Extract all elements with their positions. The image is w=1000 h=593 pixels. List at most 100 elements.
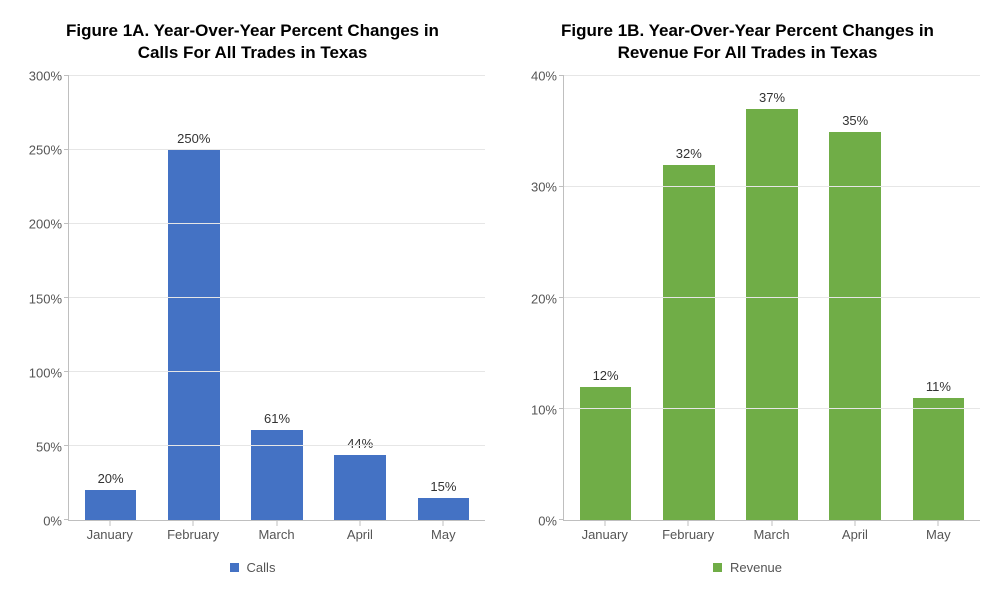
chart-a-x-tick-text: April <box>347 527 373 542</box>
chart-b-x-tick-text: January <box>582 527 628 542</box>
chart-b-gridline <box>564 408 980 409</box>
chart-b-x-tick-text: May <box>926 527 951 542</box>
chart-b-bar: 12% <box>580 387 632 520</box>
chart-a-gridline <box>69 149 485 150</box>
chart-a-x-tick-label: April <box>318 521 401 551</box>
chart-a-panel: Figure 1A. Year-Over-Year Percent Change… <box>20 20 485 583</box>
chart-a-bar-label: 15% <box>430 479 456 494</box>
chart-a-bar-label: 20% <box>98 471 124 486</box>
chart-a-y-tick-mark <box>64 445 69 446</box>
chart-b-plot-wrap: 0%10%20%30%40% 12% 32% 37% 35% 11% <box>515 76 980 521</box>
chart-a-bar: 250% <box>168 150 220 520</box>
chart-b-x-tick-mark <box>771 521 772 526</box>
chart-b-plot: 12% 32% 37% 35% 11% <box>563 76 980 521</box>
chart-b-gridline <box>564 297 980 298</box>
chart-a-x-tick-label: February <box>151 521 234 551</box>
chart-b-bar: 37% <box>746 109 798 520</box>
chart-b-legend-swatch <box>713 563 722 572</box>
chart-b-y-axis: 0%10%20%30%40% <box>515 76 563 521</box>
chart-a-bar-slot: 61% <box>235 76 318 520</box>
chart-a-bar: 61% <box>251 430 303 520</box>
chart-b-y-tick-mark <box>559 186 564 187</box>
chart-a-y-tick-label: 300% <box>29 69 62 84</box>
chart-b-bar-label: 32% <box>676 146 702 161</box>
chart-a-y-tick-label: 100% <box>29 365 62 380</box>
chart-a-y-tick-label: 150% <box>29 291 62 306</box>
chart-a-bar: 44% <box>334 455 386 520</box>
chart-b-bar-label: 37% <box>759 90 785 105</box>
chart-b-y-tick-mark <box>559 519 564 520</box>
chart-b-x-tick-label: February <box>646 521 729 551</box>
chart-a-x-axis: January February March April May <box>68 521 485 551</box>
chart-a-x-tick-mark <box>193 521 194 526</box>
chart-b-x-tick-mark <box>938 521 939 526</box>
chart-b-bar-slot: 11% <box>897 76 980 520</box>
chart-a-legend: Calls <box>20 551 485 583</box>
chart-b-bar-slot: 12% <box>564 76 647 520</box>
chart-a-x-tick-text: May <box>431 527 456 542</box>
chart-b-bar: 32% <box>663 165 715 520</box>
chart-b-x-tick-label: May <box>897 521 980 551</box>
chart-b-x-tick-label: April <box>813 521 896 551</box>
chart-a-x-tick-mark <box>276 521 277 526</box>
chart-b-x-tick-text: March <box>753 527 789 542</box>
chart-a-x-tick-mark <box>359 521 360 526</box>
chart-b-y-tick-label: 30% <box>531 180 557 195</box>
chart-a-y-tick-label: 200% <box>29 217 62 232</box>
chart-a-y-tick-label: 0% <box>43 514 62 529</box>
chart-a-bar-slot: 20% <box>69 76 152 520</box>
chart-b-bar-slot: 37% <box>730 76 813 520</box>
chart-a-legend-label: Calls <box>247 560 276 575</box>
chart-a-bar-slot: 15% <box>402 76 485 520</box>
chart-a-y-tick-mark <box>64 297 69 298</box>
chart-a-y-tick-mark <box>64 149 69 150</box>
chart-b-x-axis: January February March April May <box>563 521 980 551</box>
chart-a-y-tick-mark <box>64 371 69 372</box>
chart-a-y-axis: 0%50%100%150%200%250%300% <box>20 76 68 521</box>
chart-a-legend-swatch <box>230 563 239 572</box>
chart-a-x-tick-text: January <box>87 527 133 542</box>
chart-a-x-tick-label: March <box>235 521 318 551</box>
chart-a-bar: 20% <box>85 490 137 520</box>
chart-a-bar-slot: 44% <box>319 76 402 520</box>
chart-a-gridline <box>69 223 485 224</box>
chart-a-gridline <box>69 75 485 76</box>
chart-b-x-tick-text: April <box>842 527 868 542</box>
chart-b-bar: 11% <box>913 398 965 520</box>
chart-b-bar-slot: 32% <box>647 76 730 520</box>
chart-a-y-tick-mark <box>64 223 69 224</box>
chart-a-x-tick-mark <box>109 521 110 526</box>
chart-b-y-tick-mark <box>559 75 564 76</box>
chart-a-y-tick-label: 250% <box>29 143 62 158</box>
chart-a-gridline <box>69 445 485 446</box>
chart-a-gridline <box>69 371 485 372</box>
chart-b-bar-label: 11% <box>926 379 951 394</box>
chart-a-y-tick-mark <box>64 519 69 520</box>
chart-b-y-tick-mark <box>559 297 564 298</box>
chart-a-bar-label: 250% <box>177 131 210 146</box>
chart-b-x-tick-text: February <box>662 527 714 542</box>
chart-b-x-tick-label: January <box>563 521 646 551</box>
chart-b-gridline <box>564 75 980 76</box>
chart-b-x-tick-mark <box>688 521 689 526</box>
chart-b-bars: 12% 32% 37% 35% 11% <box>564 76 980 520</box>
chart-b-x-tick-mark <box>854 521 855 526</box>
chart-a-plot-wrap: 0%50%100%150%200%250%300% 20%250%61%44%1… <box>20 76 485 521</box>
chart-a-y-tick-label: 50% <box>36 439 62 454</box>
chart-a-bar-slot: 250% <box>152 76 235 520</box>
chart-b-bar-slot: 35% <box>814 76 897 520</box>
chart-b-title: Figure 1B. Year-Over-Year Percent Change… <box>515 20 980 64</box>
chart-a-x-tick-label: January <box>68 521 151 551</box>
chart-b-panel: Figure 1B. Year-Over-Year Percent Change… <box>515 20 980 583</box>
chart-a-title: Figure 1A. Year-Over-Year Percent Change… <box>20 20 485 64</box>
chart-a-plot: 20% 250% 61% 44% 15% <box>68 76 485 521</box>
chart-b-y-tick-label: 10% <box>531 402 557 417</box>
chart-a-x-tick-text: February <box>167 527 219 542</box>
chart-b-y-tick-label: 0% <box>538 514 557 529</box>
chart-a-bar-label: 61% <box>264 411 290 426</box>
chart-b-y-tick-mark <box>559 408 564 409</box>
chart-b-bar: 35% <box>829 132 881 520</box>
chart-b-legend-label: Revenue <box>730 560 782 575</box>
chart-a-x-tick-mark <box>443 521 444 526</box>
chart-b-x-tick-label: March <box>730 521 813 551</box>
